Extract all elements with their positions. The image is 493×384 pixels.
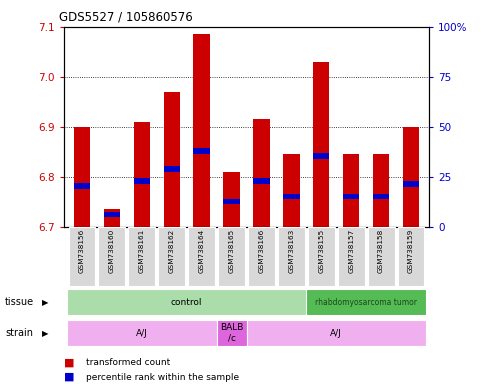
Bar [313,153,329,159]
Text: A/J: A/J [136,329,148,338]
Bar [223,199,240,204]
Text: GSM738161: GSM738161 [139,228,145,273]
Text: A/J: A/J [330,329,342,338]
Text: ▶: ▶ [42,298,48,307]
Text: GSM738164: GSM738164 [199,228,205,273]
Text: strain: strain [5,328,33,338]
Bar [283,194,300,199]
Text: GSM738159: GSM738159 [408,228,414,273]
Text: tissue: tissue [5,297,34,308]
Text: GSM738166: GSM738166 [258,228,264,273]
Text: ■: ■ [64,372,74,382]
Bar [306,290,426,315]
Bar [67,320,216,346]
Bar [158,227,185,286]
Bar [373,194,389,199]
Text: GSM738157: GSM738157 [348,228,354,273]
Text: GDS5527 / 105860576: GDS5527 / 105860576 [59,10,193,23]
Bar [253,178,270,184]
Text: transformed count: transformed count [86,358,171,367]
Text: ■: ■ [64,358,74,368]
Bar [104,212,120,217]
Text: BALB
/c: BALB /c [220,323,243,343]
Bar [164,166,180,172]
Bar [403,180,419,187]
Text: GSM738156: GSM738156 [79,228,85,273]
Bar [343,154,359,227]
Text: GSM738162: GSM738162 [169,228,175,273]
Bar [104,209,120,227]
Text: control: control [171,298,203,307]
Bar [248,227,275,286]
Bar [373,154,389,227]
Bar [308,227,335,286]
Bar [368,227,394,286]
Bar [313,62,329,227]
Bar [188,227,215,286]
Bar [74,127,90,227]
Bar [338,227,365,286]
Bar [193,34,210,227]
Bar [164,92,180,227]
Bar [69,227,96,286]
Bar [223,172,240,227]
Bar [278,227,305,286]
Bar [403,127,419,227]
Text: GSM738165: GSM738165 [229,228,235,273]
Text: GSM738158: GSM738158 [378,228,384,273]
Bar [343,194,359,199]
Bar [193,148,210,154]
Text: ▶: ▶ [42,329,48,338]
Text: percentile rank within the sample: percentile rank within the sample [86,372,240,382]
Bar [397,227,424,286]
Bar [218,227,245,286]
Bar [67,290,306,315]
Text: GSM738163: GSM738163 [288,228,294,273]
Bar [74,183,90,189]
Bar [283,154,300,227]
Text: GSM738155: GSM738155 [318,228,324,273]
Bar [246,320,426,346]
Bar [134,178,150,184]
Text: rhabdomyosarcoma tumor: rhabdomyosarcoma tumor [315,298,417,307]
Bar [99,227,125,286]
Bar [253,119,270,227]
Text: GSM738160: GSM738160 [109,228,115,273]
Bar [128,227,155,286]
Bar [216,320,246,346]
Bar [134,122,150,227]
